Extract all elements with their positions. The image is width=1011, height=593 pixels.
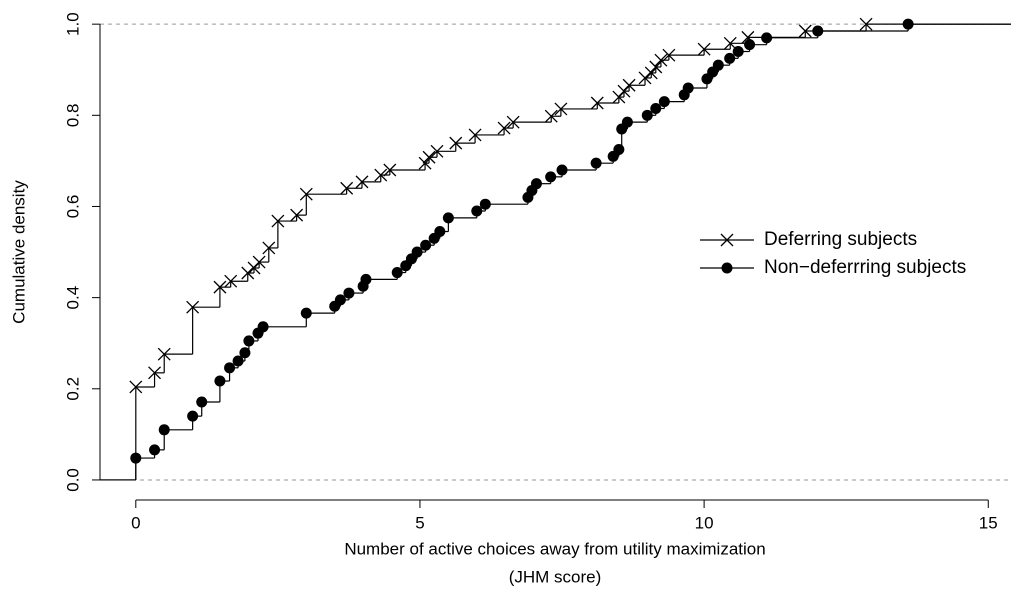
legend-label: Deferring subjects (764, 229, 917, 250)
dot-marker (530, 178, 542, 190)
x-axis-label: Number of active choices away from utili… (344, 539, 765, 558)
cross-marker (186, 300, 200, 314)
dot-marker (343, 287, 355, 299)
cross-marker (148, 366, 162, 380)
cross-marker (497, 121, 511, 135)
dot-marker (658, 96, 670, 108)
dot-marker (420, 239, 432, 251)
cross-marker (213, 280, 227, 294)
y-tick-label: 0.4 (63, 286, 82, 310)
y-tick-label: 0.6 (63, 195, 82, 219)
dot-marker (214, 375, 226, 387)
dot-marker (158, 424, 170, 436)
cross-marker (157, 347, 171, 361)
cross-marker (129, 380, 143, 394)
dot-marker (556, 164, 568, 176)
cross-marker (638, 71, 652, 85)
cross-marker (554, 102, 568, 116)
cross-marker (697, 42, 711, 56)
dot-marker (812, 25, 824, 37)
dot-marker (411, 246, 423, 258)
cross-marker (383, 163, 397, 177)
cross-marker (252, 255, 266, 269)
dot-marker (902, 18, 914, 30)
dot-marker (721, 262, 733, 274)
cross-marker (374, 168, 388, 182)
dot-marker (650, 102, 662, 114)
x-tick-label: 0 (131, 513, 140, 532)
cross-marker (299, 187, 313, 201)
dot-marker (232, 355, 244, 367)
cross-marker (224, 274, 238, 288)
cross-marker (798, 24, 812, 38)
dot-marker (621, 116, 633, 128)
cross-marker (723, 36, 737, 50)
dot-marker (590, 157, 602, 169)
cross-marker (649, 60, 663, 74)
dot-marker (442, 212, 454, 224)
dot-marker (239, 347, 251, 359)
dot-marker (360, 273, 372, 285)
legend-label: Non−deferrring subjects (764, 257, 966, 278)
dot-marker (744, 39, 756, 51)
cross-marker (422, 150, 436, 164)
dot-marker (613, 143, 625, 155)
dot-marker (641, 109, 653, 121)
y-tick-label: 0.2 (63, 377, 82, 401)
dot-marker (300, 307, 312, 319)
dot-marker (243, 335, 255, 347)
dot-marker (479, 198, 491, 210)
dot-marker (224, 362, 236, 374)
y-tick-label: 1.0 (63, 12, 82, 36)
dot-marker (724, 52, 736, 64)
x-tick-label: 5 (415, 513, 424, 532)
y-tick-label: 0.8 (63, 103, 82, 127)
dot-marker (149, 444, 161, 456)
cross-marker (468, 128, 482, 142)
dot-marker (471, 205, 483, 217)
cross-marker (340, 181, 354, 195)
dot-marker (712, 59, 724, 71)
cross-marker (590, 96, 604, 110)
x-tick-label: 10 (695, 513, 714, 532)
x-tick-label: 15 (979, 513, 998, 532)
x-axis-label: (JHM score) (509, 567, 602, 586)
dot-marker (545, 171, 557, 183)
cross-marker (506, 115, 520, 129)
cross-marker (430, 144, 444, 158)
dot-marker (196, 396, 208, 408)
cross-marker (654, 53, 668, 67)
dot-marker (187, 410, 199, 422)
cross-marker (290, 208, 304, 222)
dot-marker (257, 321, 269, 333)
cross-marker (271, 214, 285, 228)
dot-marker (682, 82, 694, 94)
dot-marker (130, 452, 142, 464)
cross-marker (449, 136, 463, 150)
y-axis-label: Cumulative density (9, 180, 28, 324)
dot-marker (391, 267, 403, 279)
cross-marker (720, 233, 734, 247)
y-tick-label: 0.0 (63, 468, 82, 492)
cross-marker (241, 266, 255, 280)
cross-marker (662, 48, 676, 62)
cross-marker (859, 17, 873, 31)
cross-marker (262, 241, 276, 255)
cross-marker (355, 175, 369, 189)
dot-marker (732, 46, 744, 58)
cross-marker (544, 109, 558, 123)
cross-marker (622, 78, 636, 92)
dot-marker (761, 32, 773, 44)
dot-marker (334, 294, 346, 306)
dot-marker (434, 226, 446, 238)
